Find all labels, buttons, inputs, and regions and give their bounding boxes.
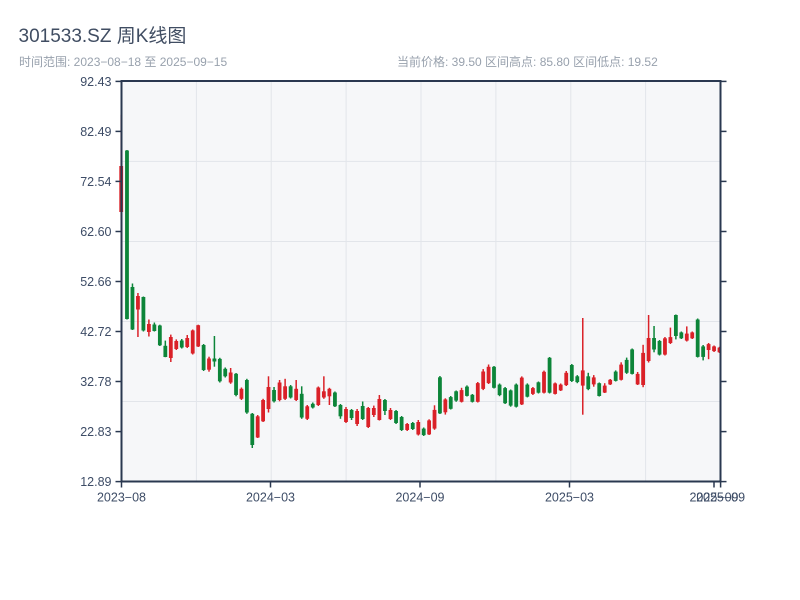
svg-text:62.60: 62.60 <box>80 225 111 239</box>
svg-text:2023−08: 2023−08 <box>97 491 146 505</box>
svg-text:12.89: 12.89 <box>80 475 111 489</box>
svg-text:2025−03: 2025−03 <box>545 491 594 505</box>
svg-text:72.54: 72.54 <box>80 175 111 189</box>
svg-text:42.72: 42.72 <box>80 325 111 339</box>
svg-text:2024−09: 2024−09 <box>395 491 444 505</box>
svg-text:82.49: 82.49 <box>80 125 111 139</box>
svg-text:2024−03: 2024−03 <box>246 491 295 505</box>
svg-text:2025−09: 2025−09 <box>696 491 745 505</box>
svg-text:52.66: 52.66 <box>80 275 111 289</box>
svg-text:22.83: 22.83 <box>80 425 111 439</box>
svg-text:2025−09: 2025−09 <box>689 491 738 505</box>
svg-text:92.43: 92.43 <box>80 75 111 89</box>
svg-text:32.78: 32.78 <box>80 375 111 389</box>
